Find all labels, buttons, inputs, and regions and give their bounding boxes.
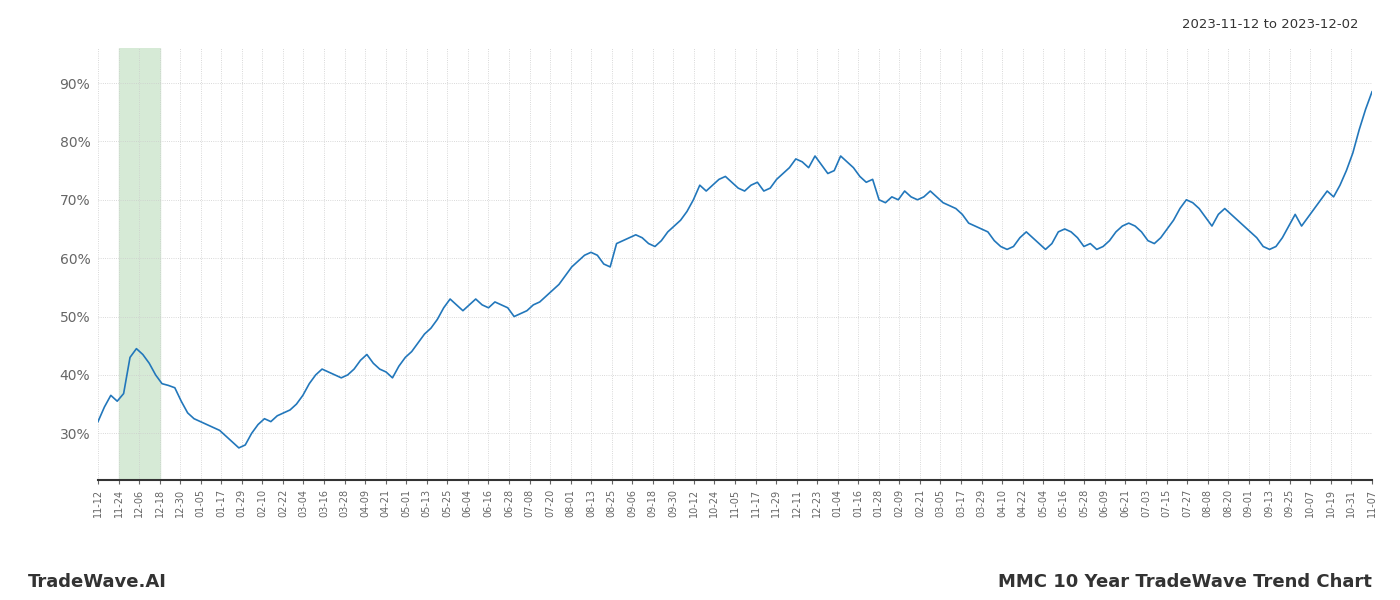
Text: MMC 10 Year TradeWave Trend Chart: MMC 10 Year TradeWave Trend Chart	[998, 573, 1372, 591]
Text: TradeWave.AI: TradeWave.AI	[28, 573, 167, 591]
Text: 2023-11-12 to 2023-12-02: 2023-11-12 to 2023-12-02	[1182, 18, 1358, 31]
Bar	[119, 48, 160, 480]
